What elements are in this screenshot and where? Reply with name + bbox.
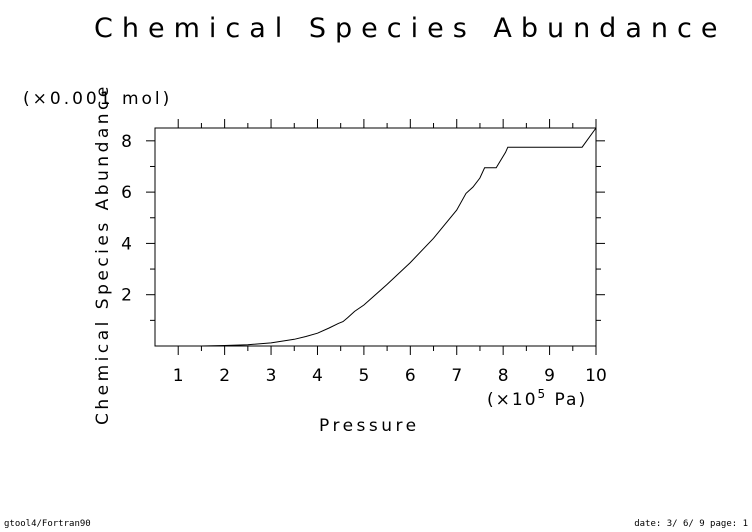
footer-left: gtool4/Fortran90 xyxy=(4,519,91,529)
x-unit-label: (×105 Pa) xyxy=(487,387,587,410)
x-unit-exponent: 5 xyxy=(538,387,548,401)
x-unit-suffix: Pa) xyxy=(547,390,587,410)
x-tick-label: 8 xyxy=(498,366,509,386)
x-tick-label: 3 xyxy=(266,366,277,386)
x-tick-label: 10 xyxy=(585,366,607,386)
chart-title: Chemical Species Abundance xyxy=(94,13,726,44)
series-line xyxy=(155,127,597,347)
y-unit-label: (×0.001 mol) xyxy=(23,89,172,109)
x-tick-label: 9 xyxy=(544,366,555,386)
y-tick-label: 8 xyxy=(121,132,132,152)
x-tick-label: 5 xyxy=(358,366,369,386)
x-tick-label: 1 xyxy=(173,366,184,386)
y-tick-label: 6 xyxy=(121,183,132,203)
x-tick-label: 2 xyxy=(219,366,230,386)
footer-right: date: 3/ 6/ 9 page: 1 xyxy=(634,519,748,529)
axis-ticks xyxy=(146,119,605,355)
x-axis-label: Pressure xyxy=(319,416,420,436)
y-tick-label: 4 xyxy=(121,234,132,254)
x-tick-label: 6 xyxy=(405,366,416,386)
x-tick-label: 7 xyxy=(451,366,462,386)
y-tick-label: 2 xyxy=(121,286,132,306)
x-tick-label: 4 xyxy=(312,366,323,386)
y-axis-label: Chemical Species Abundance xyxy=(93,83,113,425)
plot-frame xyxy=(154,127,597,347)
axis-tick-labels: 1 2 3 4 5 6 7 8 9 10 2 4 6 8 xyxy=(121,132,607,386)
x-unit-prefix: (×10 xyxy=(487,390,538,410)
